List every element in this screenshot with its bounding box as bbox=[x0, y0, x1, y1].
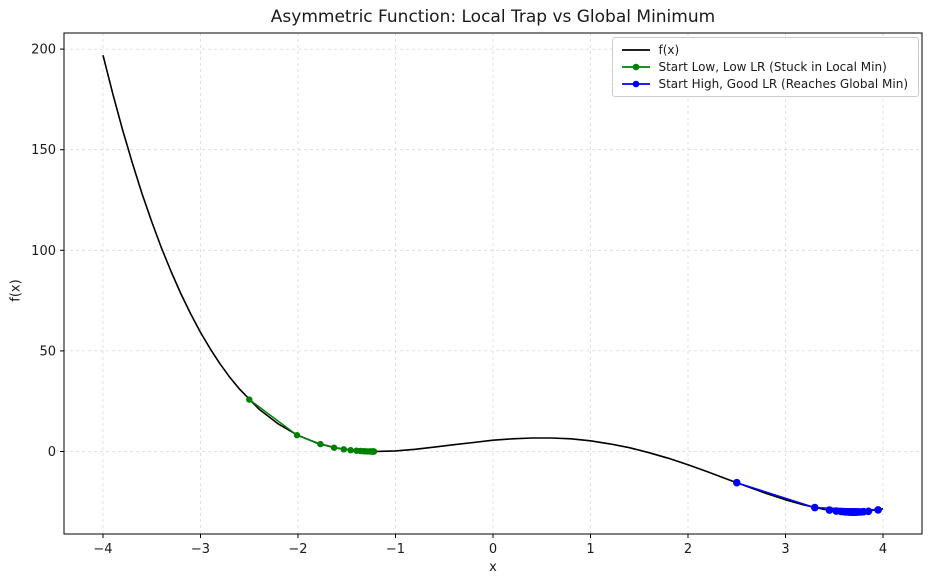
y-tick-label: 100 bbox=[31, 244, 56, 259]
y-tick-label: 150 bbox=[31, 143, 56, 158]
legend-label: Start Low, Low LR (Stuck in Local Min) bbox=[658, 60, 887, 74]
series-marker bbox=[370, 448, 378, 455]
legend-entry: f(x) bbox=[621, 43, 908, 57]
series-line bbox=[248, 398, 375, 453]
legend-marker bbox=[633, 63, 640, 71]
series-marker bbox=[347, 447, 354, 454]
series-marker bbox=[811, 503, 819, 512]
series-marker bbox=[340, 446, 347, 453]
axes-spine bbox=[63, 32, 923, 535]
x-tick-label: −2 bbox=[288, 542, 307, 557]
series-marker bbox=[825, 506, 834, 514]
x-tick-label: 3 bbox=[781, 542, 789, 557]
chart-title: Asymmetric Function: Local Trap vs Globa… bbox=[270, 7, 716, 27]
series-marker bbox=[317, 440, 324, 448]
y-axis-label: f(x) bbox=[8, 279, 24, 302]
x-axis-label: x bbox=[489, 560, 497, 575]
x-tick-label: 2 bbox=[684, 542, 692, 557]
x-tick-label: −4 bbox=[93, 542, 112, 557]
legend-marker bbox=[633, 80, 640, 88]
series-line bbox=[736, 481, 879, 513]
y-tick-label: 50 bbox=[39, 344, 56, 359]
legend-label: f(x) bbox=[658, 43, 680, 57]
legend-entry: Start High, Good LR (Reaches Global Min) bbox=[621, 77, 908, 91]
x-tick-label: 0 bbox=[489, 542, 497, 557]
series-marker bbox=[874, 506, 882, 514]
x-tick-label: 1 bbox=[586, 542, 594, 557]
legend-entry: Start Low, Low LR (Stuck in Local Min) bbox=[621, 60, 908, 74]
y-tick-label: 0 bbox=[48, 445, 56, 460]
legend-label: Start High, Good LR (Reaches Global Min) bbox=[658, 77, 908, 91]
series-marker bbox=[330, 444, 338, 451]
x-tick-label: 4 bbox=[879, 542, 887, 557]
legend-line-sample bbox=[622, 80, 651, 88]
x-tick-label: −3 bbox=[191, 542, 210, 557]
legend-line-sample bbox=[622, 63, 651, 71]
legend-line-sample bbox=[622, 49, 651, 51]
series-marker bbox=[293, 432, 301, 439]
legend: f(x) Start Low, Low LR (Stuck in Local Mi… bbox=[612, 37, 919, 97]
series-marker bbox=[850, 508, 858, 516]
y-tick-label: 200 bbox=[31, 43, 56, 58]
x-tick-label: −1 bbox=[386, 542, 405, 557]
series-marker bbox=[733, 478, 741, 487]
series-marker bbox=[246, 396, 253, 403]
